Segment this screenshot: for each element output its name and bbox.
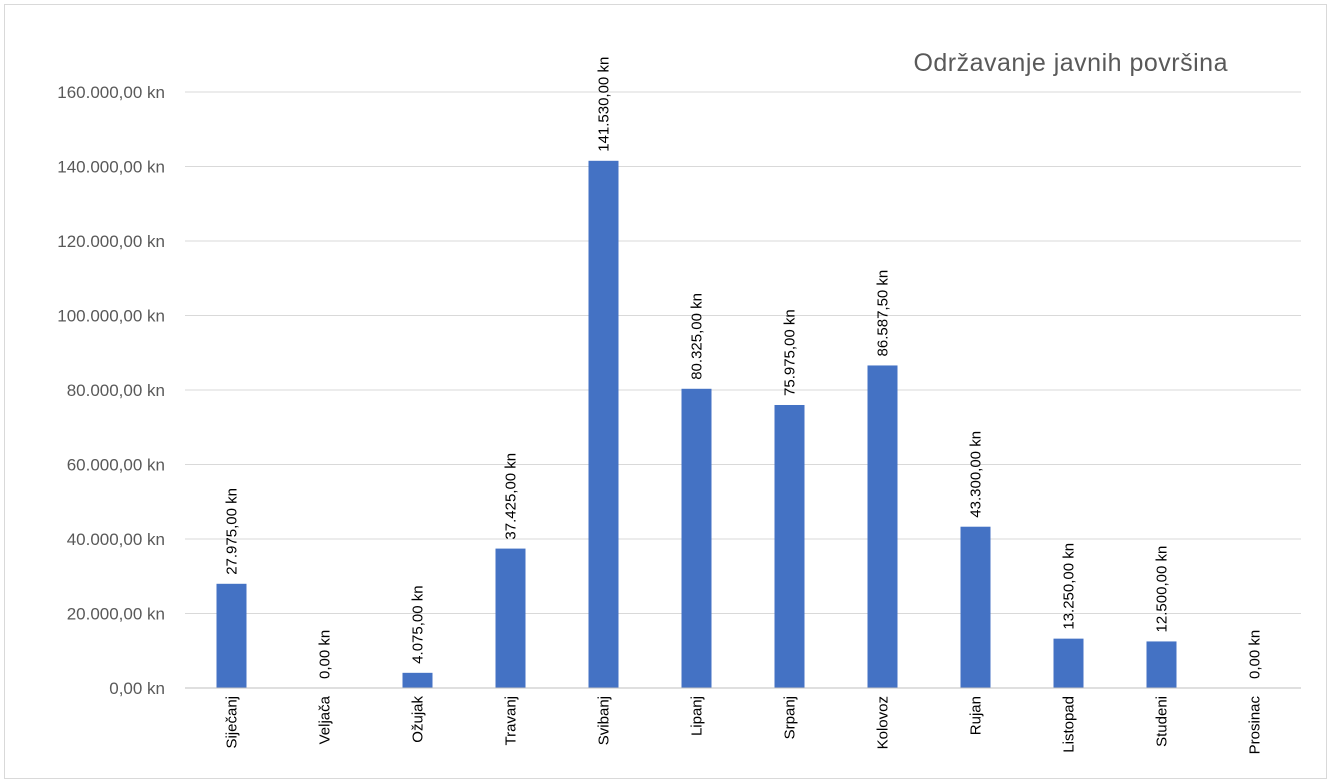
data-label: 141.530,00 kn	[596, 57, 613, 152]
x-category-label: Veljača	[317, 695, 334, 744]
data-label: 12.500,00 kn	[1154, 546, 1171, 633]
y-tick-label: 80.000,00 kn	[67, 381, 165, 400]
chart-title: Održavanje javnih površina	[913, 49, 1228, 77]
bar	[1146, 641, 1177, 688]
data-label: 86.587,50 kn	[875, 270, 892, 357]
y-tick-label: 100.000,00 kn	[57, 307, 165, 326]
x-category-label: Ožujak	[410, 696, 427, 743]
data-label: 13.250,00 kn	[1061, 543, 1078, 630]
x-category-label: Siječanj	[224, 696, 241, 749]
x-category-label: Rujan	[968, 696, 985, 735]
x-category-label: Travanj	[503, 696, 520, 745]
x-category-label: Studeni	[1154, 696, 1171, 747]
data-label: 37.425,00 kn	[503, 453, 520, 540]
y-tick-label: 140.000,00 kn	[57, 158, 165, 177]
y-tick-label: 160.000,00 kn	[57, 83, 165, 102]
x-axis-category-labels: Siječanj Veljača Ožujak Travanj Svibanj Lipan…	[224, 695, 1264, 754]
data-label: 27.975,00 kn	[224, 488, 241, 575]
bar	[495, 548, 526, 688]
y-axis-tick-labels: 0,00 kn 20.000,00 kn 40.000,00 kn 60.000,00…	[57, 83, 165, 698]
y-tick-label: 20.000,00 kn	[67, 605, 165, 624]
bars	[216, 160, 1177, 688]
y-tick-label: 0,00 kn	[109, 679, 165, 698]
chart-frame: 0,00 kn 20.000,00 kn 40.000,00 kn 60.000,00…	[4, 4, 1327, 779]
x-category-label: Svibanj	[596, 696, 613, 745]
x-category-label: Prosinac	[1247, 696, 1264, 755]
data-labels: 27.975,00 kn 0,00 kn 4.075,00 kn 37.425,00 …	[224, 57, 1264, 679]
data-label: 75.975,00 kn	[782, 309, 799, 396]
x-category-label: Kolovoz	[875, 696, 892, 749]
data-label: 80.325,00 kn	[689, 293, 706, 380]
x-category-label: Listopad	[1061, 696, 1078, 753]
bar	[960, 526, 991, 688]
bar	[681, 388, 712, 688]
data-label: 4.075,00 kn	[410, 585, 427, 663]
bar	[867, 365, 898, 688]
bar	[402, 672, 433, 688]
y-tick-label: 120.000,00 kn	[57, 232, 165, 251]
gridlines	[185, 91, 1301, 614]
bar-chart: 0,00 kn 20.000,00 kn 40.000,00 kn 60.000,00…	[57, 49, 1301, 754]
bar	[1053, 638, 1084, 688]
data-label: 43.300,00 kn	[968, 431, 985, 518]
bar	[588, 160, 619, 688]
x-category-label: Lipanj	[689, 696, 706, 736]
bar	[774, 404, 805, 688]
x-category-label: Srpanj	[782, 696, 799, 739]
data-label: 0,00 kn	[1247, 630, 1264, 679]
y-tick-label: 40.000,00 kn	[67, 530, 165, 549]
bar	[216, 583, 247, 688]
data-label: 0,00 kn	[317, 630, 334, 679]
y-tick-label: 60.000,00 kn	[67, 456, 165, 475]
